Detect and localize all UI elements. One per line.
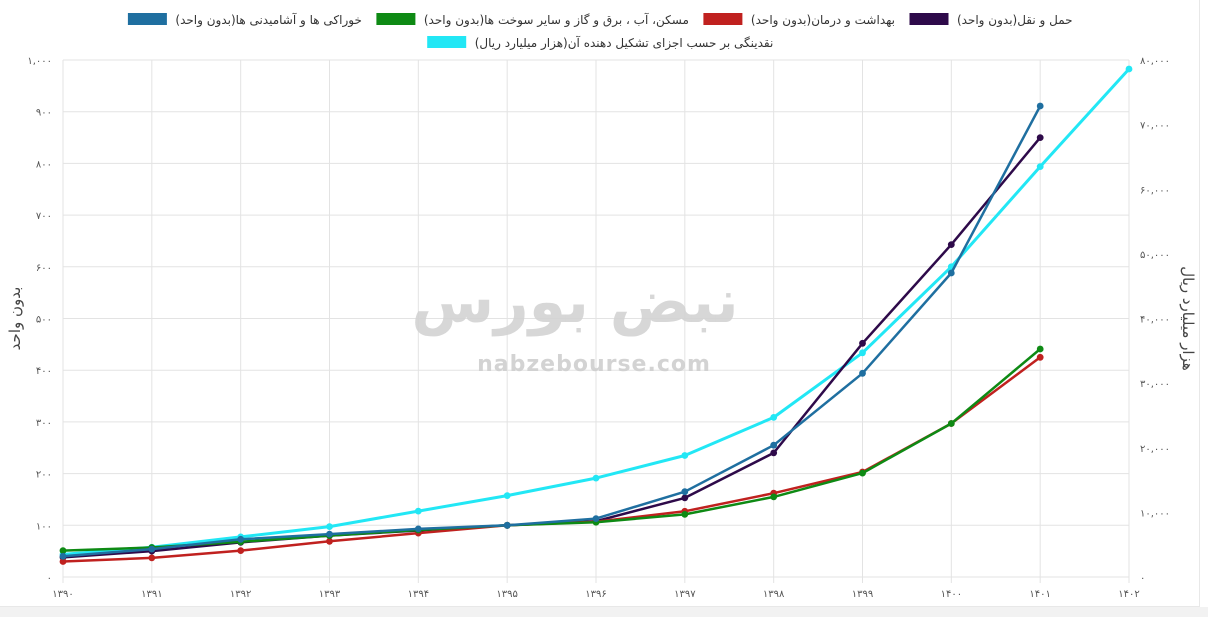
y-right-tick-label: ۸۰,۰۰۰ xyxy=(1140,56,1170,67)
y-right-tick-label: ۳۰,۰۰۰ xyxy=(1140,379,1170,390)
data-point xyxy=(503,492,511,499)
data-point xyxy=(859,369,866,377)
data-point xyxy=(770,493,778,501)
grid-lines xyxy=(62,59,1130,583)
y-left-axis-title: بدون واحد xyxy=(6,287,24,351)
data-point xyxy=(770,441,778,449)
legend-label: بهداشت و درمان(بدون واحد) xyxy=(751,13,895,28)
data-point xyxy=(414,525,422,533)
y-right-tick-label: ۲۰,۰۰۰ xyxy=(1140,444,1170,455)
data-point xyxy=(592,515,600,522)
x-tick-label: ۱۳۹۶ xyxy=(585,589,606,600)
data-point xyxy=(947,241,955,249)
x-tick-label: ۱۳۹۹ xyxy=(852,589,873,600)
series-line xyxy=(62,136,1042,559)
data-point xyxy=(59,547,67,554)
x-tick-label: ۱۴۰۱ xyxy=(1029,589,1050,600)
watermark-site: nabzebourse.com xyxy=(477,352,711,377)
series-line xyxy=(62,348,1042,552)
y-left-tick-label: ۶۰۰ xyxy=(36,263,52,274)
legend-label: خوراکی ها و آشامیدنی ها(بدون واحد) xyxy=(175,12,362,28)
legend-swatch xyxy=(908,12,950,26)
legend-swatch xyxy=(702,12,744,26)
x-tick-label: ۱۳۹۱ xyxy=(141,589,162,600)
y-left-tick-label: ۵۰۰ xyxy=(36,315,52,326)
legend-label: نقدینگی بر حسب اجزای تشکیل دهنده آن(هزار… xyxy=(475,35,774,51)
series-lines xyxy=(59,65,1133,565)
data-point xyxy=(1125,65,1133,73)
y-left-tick-label: ۱,۰۰۰ xyxy=(27,56,52,67)
y-right-tick-label: ۰ xyxy=(1140,573,1145,584)
y-right-tick-label: ۷۰,۰۰۰ xyxy=(1140,121,1170,132)
y-right-tick-label: ۴۰,۰۰۰ xyxy=(1140,315,1170,326)
y-left-tick-label: ۰ xyxy=(47,573,52,584)
data-point xyxy=(592,474,600,482)
legend-label: حمل و نقل(بدون واحد) xyxy=(957,13,1073,28)
data-point xyxy=(59,558,67,565)
data-point xyxy=(237,547,245,554)
data-point xyxy=(503,521,511,529)
data-point xyxy=(947,420,955,427)
data-point xyxy=(148,554,156,562)
y-left-tick-label: ۳۰۰ xyxy=(36,418,52,429)
data-point xyxy=(1036,102,1044,110)
data-point xyxy=(859,349,866,357)
y-left-tick-label: ۸۰۰ xyxy=(36,159,52,170)
x-tick-label: ۱۳۹۰ xyxy=(52,589,73,600)
y-right-tick-label: ۵۰,۰۰۰ xyxy=(1140,250,1170,261)
data-point xyxy=(770,414,778,421)
legend-swatch xyxy=(126,12,168,26)
x-tick-label: ۱۳۹۳ xyxy=(319,589,341,600)
data-point xyxy=(1036,345,1044,353)
y-right-tick-label: ۱۰,۰۰۰ xyxy=(1140,508,1170,519)
y-left-tick-label: ۴۰۰ xyxy=(36,366,52,377)
data-point xyxy=(1036,134,1044,142)
x-tick-label: ۱۴۰۰ xyxy=(941,589,962,600)
watermark-logo: نبض بورس xyxy=(411,267,738,337)
y-left-tick-label: ۹۰۰ xyxy=(36,108,52,119)
data-point xyxy=(326,523,333,530)
legend: حمل و نقل(بدون واحد) بهداشت و درمان(بدون … xyxy=(126,12,1073,51)
x-tick-label: ۱۳۹۵ xyxy=(496,589,517,600)
legend-swatch xyxy=(426,35,468,49)
data-point xyxy=(859,339,866,347)
legend-label: مسکن، آب ، برق و گاز و سایر سوخت ها(بدون… xyxy=(424,12,689,28)
legend-swatch xyxy=(375,12,417,26)
chart-frame xyxy=(0,0,1200,607)
data-point xyxy=(414,507,422,515)
data-point xyxy=(148,545,156,553)
x-tick-label: ۱۳۹۲ xyxy=(230,589,251,600)
x-tick-label: ۱۳۹۸ xyxy=(763,589,785,600)
series-line xyxy=(62,356,1041,563)
watermark: نبض بورس nabzebourse.com xyxy=(411,267,738,377)
data-point xyxy=(326,530,333,538)
data-point xyxy=(681,511,689,518)
data-point xyxy=(59,552,67,560)
data-point xyxy=(1036,163,1044,171)
bottom-strip xyxy=(0,607,1208,617)
data-point xyxy=(859,469,866,477)
y-left-tick-label: ۱۰۰ xyxy=(36,521,52,532)
axes: ۱۳۹۰ ۱۳۹۱ ۱۳۹۲ ۱۳۹۳ ۱۳۹۴ ۱۳۹۵ ۱۳۹۶ ۱۳۹۷ ۱۳۹۸ ۱۳۹۹… xyxy=(6,56,1197,600)
x-tick-label: ۱۳۹۴ xyxy=(408,589,429,600)
data-point xyxy=(681,488,689,496)
data-point xyxy=(681,494,689,502)
data-point xyxy=(947,269,955,277)
y-left-tick-label: ۲۰۰ xyxy=(36,470,52,481)
data-point xyxy=(681,452,689,459)
y-left-tick-label: ۷۰۰ xyxy=(36,211,52,222)
x-tick-label: ۱۴۰۲ xyxy=(1118,589,1139,600)
data-point xyxy=(326,537,333,545)
data-point xyxy=(1036,353,1044,361)
y-right-axis-title: هزار میلیارد ریال xyxy=(1179,266,1197,371)
data-point xyxy=(770,449,778,457)
x-tick-label: ۱۳۹۷ xyxy=(674,589,696,600)
y-right-tick-label: ۶۰,۰۰۰ xyxy=(1140,185,1170,196)
series-line xyxy=(62,105,1042,558)
data-point xyxy=(237,535,245,543)
